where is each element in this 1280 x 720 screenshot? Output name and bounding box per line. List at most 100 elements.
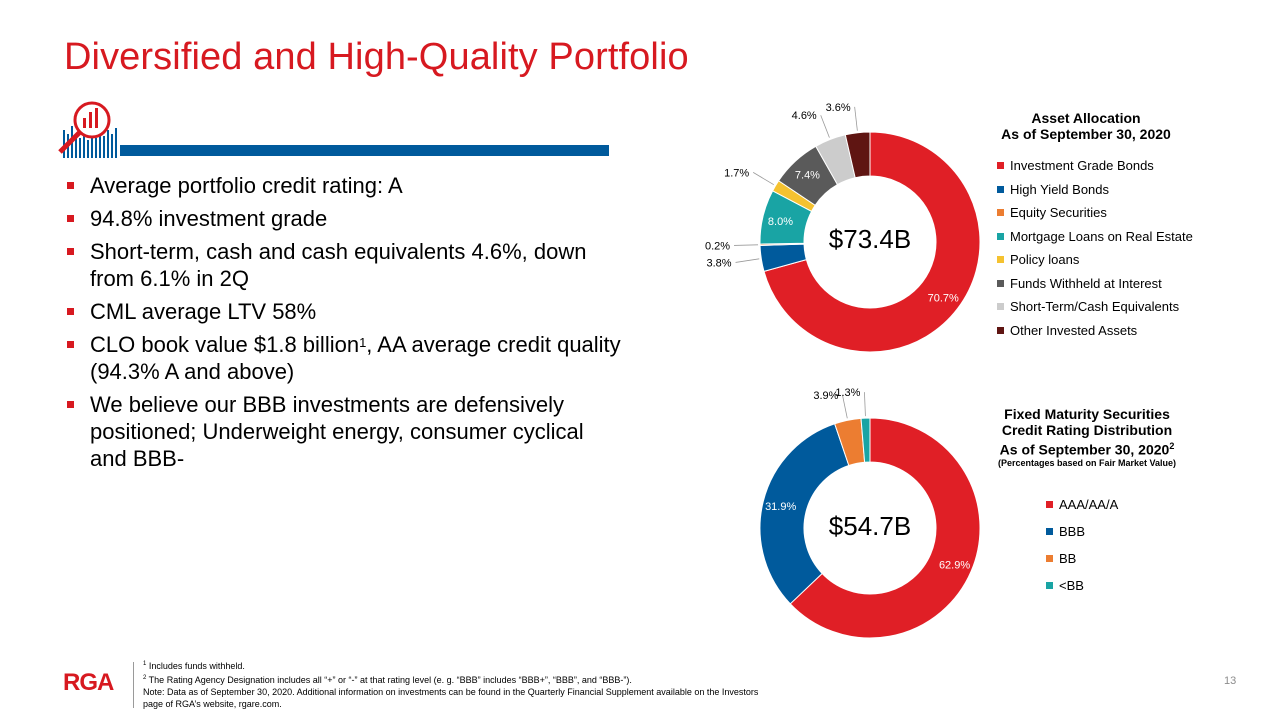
data-label: 3.8% — [706, 257, 731, 269]
data-label: 1.7% — [724, 167, 749, 179]
slide-title: Diversified and High-Quality Portfolio — [64, 36, 689, 78]
legend-item: High Yield Bonds — [997, 182, 1193, 206]
legend-item: BBB — [1046, 524, 1118, 551]
chart-subtitle: (Percentages based on Fair Market Value) — [997, 457, 1177, 468]
key-points-list: Average portfolio credit rating: A 94.8%… — [66, 172, 626, 478]
bullet-text: CLO book value $1.8 billion — [90, 332, 360, 357]
bullet-marker-icon — [67, 215, 74, 222]
footer-divider — [133, 662, 134, 708]
legend-label: Other Invested Assets — [1010, 322, 1138, 338]
bullet-text: Short-term, cash and cash equivalents 4.… — [90, 239, 587, 291]
footnote-2: 2 The Rating Agency Designation includes… — [143, 672, 763, 686]
legend-swatch — [1046, 582, 1053, 589]
legend-swatch — [997, 256, 1004, 263]
asset-allocation-title: Asset Allocation As of September 30, 202… — [986, 110, 1186, 142]
legend-swatch — [997, 209, 1004, 216]
label-leader-line — [752, 172, 774, 186]
donut-slice — [860, 417, 871, 463]
data-label: 70.7% — [928, 293, 959, 305]
legend-label: High Yield Bonds — [1010, 181, 1110, 197]
legend-label: AAA/AA/A — [1059, 497, 1119, 512]
legend-swatch — [997, 279, 1004, 287]
legend-label: Investment Grade Bonds — [1010, 158, 1154, 173]
credit-rating-title: Fixed Maturity Securities Credit Rating … — [986, 406, 1188, 469]
bullet-item: Average portfolio credit rating: A — [66, 172, 626, 199]
footnote-ref: 1 — [359, 335, 367, 350]
data-label: 3.9% — [813, 390, 838, 402]
chart-title-line: Asset Allocation — [1031, 110, 1141, 126]
chart-title-line: As of September 30, 2020 — [1001, 126, 1171, 142]
data-label: 0.2% — [705, 240, 730, 252]
legend-swatch — [1046, 528, 1053, 535]
legend-label: Mortgage Loans on Real Estate — [1010, 228, 1193, 244]
legend-swatch — [1046, 501, 1053, 508]
chart-title-line: Credit Rating Distribution — [1001, 422, 1173, 438]
footnote-marker: 1 — [143, 661, 147, 667]
legend-swatch — [997, 326, 1004, 334]
label-leader-line — [820, 115, 830, 138]
footnote-marker: 2 — [143, 675, 147, 681]
legend-label: Short-Term/Cash Equivalents — [1010, 299, 1180, 314]
footnote-text: The Rating Agency Designation includes a… — [146, 675, 632, 685]
footnotes: 1 Includes funds withheld. 2 The Rating … — [143, 658, 763, 710]
section-divider-bar — [120, 145, 609, 156]
bullet-text: 94.8% investment grade — [90, 206, 328, 231]
data-label: 62.9% — [939, 559, 970, 571]
footnote-1: 1 Includes funds withheld. — [143, 658, 763, 672]
label-leader-line — [842, 394, 848, 419]
asset-total-label: $73.4B — [828, 224, 912, 254]
data-label: 31.9% — [765, 501, 796, 513]
legend-item: BB — [1046, 551, 1118, 578]
data-label: 8.0% — [768, 216, 793, 228]
bullet-marker-icon — [67, 341, 74, 348]
legend-item: <BB — [1046, 578, 1118, 605]
legend-label: Funds Withheld at Interest — [1010, 275, 1162, 291]
donut-slice — [789, 417, 981, 639]
label-leader-line — [854, 106, 858, 131]
legend-label: BB — [1059, 551, 1077, 566]
legend-label: Equity Securities — [1010, 205, 1107, 220]
asset-allocation-legend: Investment Grade Bonds High Yield Bonds Eq… — [997, 158, 1193, 346]
bullet-text: We believe our BBB investments are defen… — [90, 392, 584, 471]
legend-item: Other Invested Assets — [997, 323, 1193, 347]
bullet-text: CML average LTV 58% — [90, 299, 317, 324]
bullet-marker-icon — [67, 401, 74, 408]
legend-item: Funds Withheld at Interest — [997, 276, 1193, 300]
data-label: 1.3% — [835, 387, 860, 399]
legend-item: Mortgage Loans on Real Estate — [997, 229, 1193, 253]
footnote-text: Includes funds withheld. — [146, 661, 245, 671]
legend-swatch — [997, 162, 1004, 169]
footnote-ref: 2 — [1169, 441, 1175, 451]
legend-item: Policy loans — [997, 252, 1193, 276]
data-label: 7.4% — [795, 170, 820, 182]
legend-item: Equity Securities — [997, 205, 1193, 229]
bullet-item: Short-term, cash and cash equivalents 4.… — [66, 238, 626, 292]
legend-item: Investment Grade Bonds — [997, 158, 1193, 182]
bullet-marker-icon — [67, 248, 74, 255]
bullet-item: 94.8% investment grade — [66, 205, 626, 232]
credit-rating-legend: AAA/AA/A BBB BB <BB — [1046, 497, 1118, 605]
label-leader-line — [734, 244, 759, 246]
data-label: 4.6% — [792, 110, 817, 122]
chart-title-line: As of September 30, 2020 — [999, 441, 1170, 458]
bullet-marker-icon — [67, 308, 74, 315]
legend-swatch — [997, 232, 1004, 240]
bullet-item: We believe our BBB investments are defen… — [66, 391, 626, 472]
label-leader-line — [735, 258, 760, 263]
donut-slice — [759, 423, 850, 605]
bullet-item: CLO book value $1.8 billion1, AA average… — [66, 331, 626, 385]
legend-item: Short-Term/Cash Equivalents — [997, 299, 1193, 323]
legend-swatch — [997, 185, 1004, 193]
legend-item: AAA/AA/A — [1046, 497, 1118, 524]
legend-swatch — [997, 303, 1004, 310]
bullet-item: CML average LTV 58% — [66, 298, 626, 325]
bullet-marker-icon — [67, 182, 74, 189]
legend-label: Policy loans — [1010, 252, 1080, 267]
legend-label: BBB — [1059, 524, 1086, 539]
chart-title-line: Fixed Maturity Securities — [1004, 406, 1170, 422]
bullet-text: Average portfolio credit rating: A — [90, 173, 403, 198]
bullet-text: , AA average credit quality (94.3% A and… — [90, 332, 621, 384]
donut-slice — [844, 131, 871, 179]
rga-logo: RGA — [63, 669, 114, 696]
